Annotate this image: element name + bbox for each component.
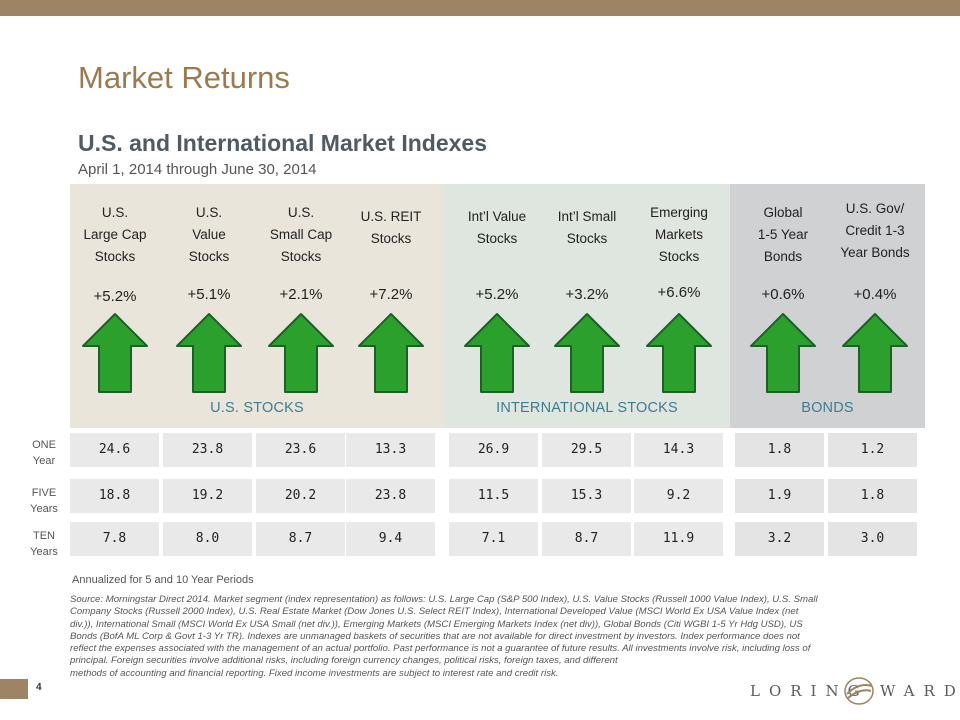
index-name-line: Int’l Small [557, 209, 617, 224]
index-name-line: Stocks [280, 249, 322, 264]
one-year-return-cell: 23.8 [163, 433, 252, 467]
one-year-return-cell: 14.3 [634, 433, 723, 467]
five-year-return-cell: 9.2 [634, 479, 723, 513]
row-label-one-year: ONE Year [32, 439, 56, 467]
index-name-line: Stocks [658, 249, 700, 264]
page-subtitle: U.S. and International Market Indexes [78, 130, 487, 156]
section-label-bonds: BONDS [801, 400, 854, 416]
index-name-line: Markets [654, 227, 703, 242]
index-name-line: Credit 1-3 [845, 223, 905, 238]
page-title: Market Returns [78, 60, 290, 95]
index-name-line: U.S. Gov/ [845, 201, 905, 216]
logo-swoosh-icon [844, 677, 874, 705]
index-name-line: Int’l Value [467, 209, 527, 224]
date-range: April 1, 2014 through June 30, 2014 [78, 161, 317, 178]
index-name-line: U.S. [195, 205, 223, 220]
five-year-return-cell: 23.8 [346, 479, 435, 513]
ten-year-return-cell: 7.8 [70, 522, 159, 556]
one-year-return-cell: 29.5 [542, 433, 631, 467]
quarter-return: +7.2% [369, 286, 413, 303]
row-label-five-years: FIVE Years [30, 487, 58, 515]
index-name-line: Small Cap [269, 227, 333, 242]
row-label-ten-years: TEN Years [30, 530, 58, 558]
index-name-line: 1-5 Year [757, 227, 809, 242]
one-year-return-cell: 26.9 [449, 433, 538, 467]
five-year-return-cell: 11.5 [449, 479, 538, 513]
quarter-return: +5.1% [187, 286, 231, 303]
loring-ward-logo: LORING WARD [750, 676, 956, 706]
section-label-intl: INTERNATIONAL STOCKS [496, 400, 678, 416]
up-arrow-icon [842, 313, 908, 393]
ten-year-return-cell: 8.7 [256, 522, 345, 556]
quarter-return: +3.2% [565, 286, 609, 303]
ten-year-return-cell: 3.2 [735, 522, 824, 556]
index-name-line: Stocks [370, 231, 412, 246]
ten-year-return-cell: 9.4 [346, 522, 435, 556]
five-year-return-cell: 1.8 [828, 479, 917, 513]
one-year-return-cell: 24.6 [70, 433, 159, 467]
ten-year-return-cell: 7.1 [449, 522, 538, 556]
annualized-note: Annualized for 5 and 10 Year Periods [72, 574, 254, 586]
index-name-line: Year Bonds [840, 245, 910, 260]
quarter-return: +0.6% [761, 286, 805, 303]
up-arrow-icon [646, 313, 712, 393]
up-arrow-icon [464, 313, 530, 393]
index-name-line: U.S. REIT [360, 209, 422, 224]
ten-year-return-cell: 11.9 [634, 522, 723, 556]
index-name-line: U.S. [101, 205, 129, 220]
top-accent-bar [0, 0, 960, 16]
index-name-line: Bonds [763, 249, 803, 264]
index-name-line: Stocks [94, 249, 136, 264]
ten-year-return-cell: 8.7 [542, 522, 631, 556]
quarter-return: +5.2% [93, 288, 137, 305]
up-arrow-icon [358, 313, 424, 393]
index-name-line: U.S. [287, 205, 315, 220]
index-name-line: Stocks [476, 231, 518, 246]
ten-year-return-cell: 3.0 [828, 522, 917, 556]
index-name-line: Value [192, 227, 226, 242]
quarter-return: +2.1% [279, 286, 323, 303]
bonds-panel [730, 184, 925, 428]
up-arrow-icon [268, 313, 334, 393]
index-name-line: Emerging [650, 205, 708, 220]
ten-year-return-cell: 8.0 [163, 522, 252, 556]
five-year-return-cell: 15.3 [542, 479, 631, 513]
five-year-return-cell: 18.8 [70, 479, 159, 513]
one-year-return-cell: 13.3 [346, 433, 435, 467]
index-name-line: Large Cap [83, 227, 147, 242]
page-number-box [0, 679, 28, 699]
five-year-return-cell: 1.9 [735, 479, 824, 513]
one-year-return-cell: 23.6 [256, 433, 345, 467]
up-arrow-icon [750, 313, 816, 393]
index-name-line: Global [763, 205, 803, 220]
five-year-return-cell: 19.2 [163, 479, 252, 513]
quarter-return: +6.6% [657, 284, 701, 301]
up-arrow-icon [554, 313, 620, 393]
five-year-return-cell: 20.2 [256, 479, 345, 513]
index-name-line: Stocks [566, 231, 608, 246]
quarter-return: +5.2% [475, 286, 519, 303]
index-name-line: Stocks [188, 249, 230, 264]
up-arrow-icon [176, 313, 242, 393]
page-number: 4 [36, 682, 42, 693]
one-year-return-cell: 1.8 [735, 433, 824, 467]
quarter-return: +0.4% [853, 286, 897, 303]
one-year-return-cell: 1.2 [828, 433, 917, 467]
section-label-us: U.S. STOCKS [210, 400, 304, 416]
up-arrow-icon [82, 313, 148, 393]
source-disclosure: Source: Morningstar Direct 2014. Market … [70, 594, 818, 679]
